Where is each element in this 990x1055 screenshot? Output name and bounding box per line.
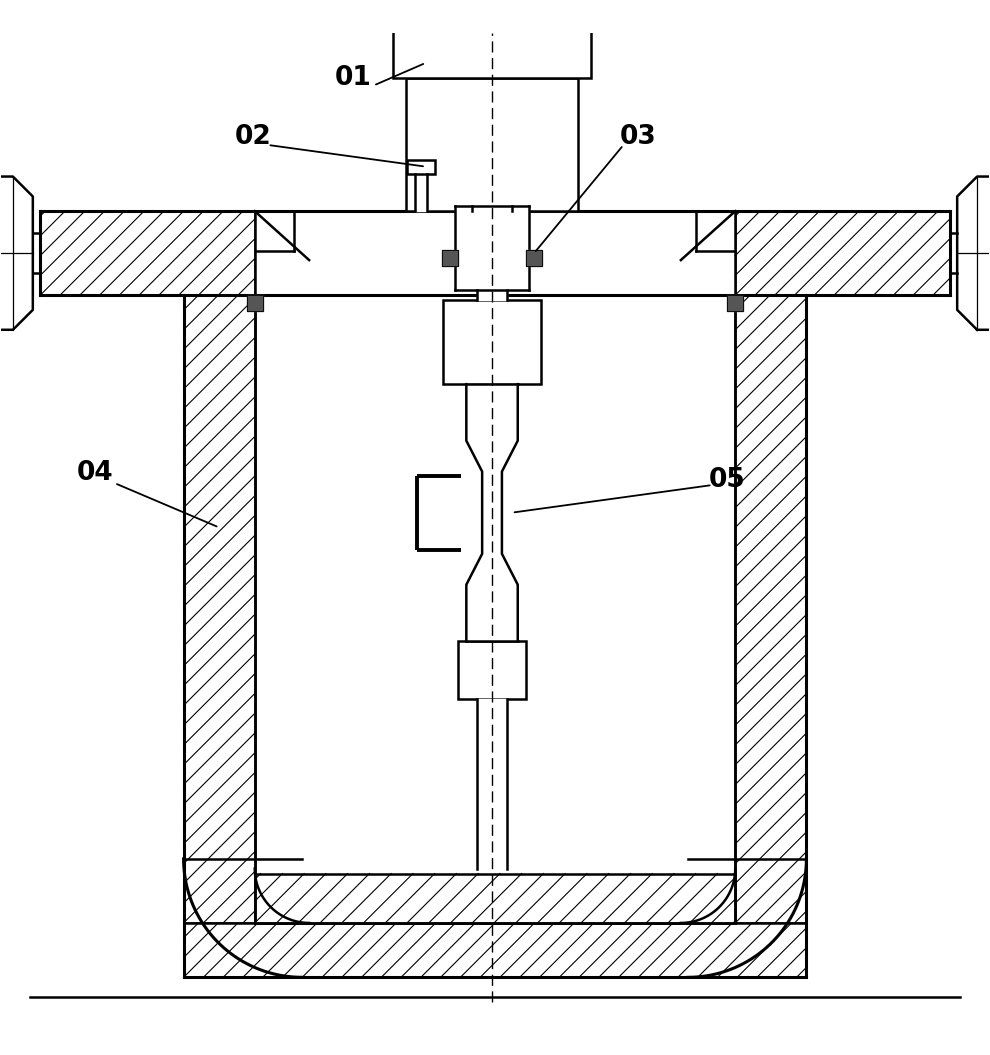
Polygon shape (254, 874, 736, 923)
Polygon shape (406, 78, 578, 211)
Polygon shape (949, 233, 957, 273)
Polygon shape (736, 211, 949, 295)
Polygon shape (477, 698, 507, 868)
Polygon shape (443, 250, 458, 266)
Polygon shape (254, 211, 736, 295)
Polygon shape (406, 78, 578, 211)
Text: 05: 05 (709, 467, 745, 493)
Polygon shape (407, 159, 435, 174)
Polygon shape (443, 300, 542, 384)
Text: 04: 04 (76, 460, 113, 486)
Polygon shape (472, 206, 512, 211)
Polygon shape (526, 250, 542, 266)
Polygon shape (957, 176, 990, 330)
Text: 02: 02 (235, 124, 271, 150)
Polygon shape (183, 923, 807, 977)
Polygon shape (421, 480, 461, 545)
Polygon shape (477, 290, 507, 300)
Polygon shape (393, 18, 591, 78)
Text: 03: 03 (620, 124, 656, 150)
Text: 01: 01 (336, 64, 372, 91)
Polygon shape (254, 295, 736, 923)
Polygon shape (728, 295, 743, 311)
Polygon shape (247, 295, 262, 311)
Polygon shape (458, 641, 526, 698)
Polygon shape (466, 384, 518, 641)
Polygon shape (415, 174, 427, 211)
Polygon shape (33, 233, 41, 273)
Polygon shape (455, 206, 529, 290)
Polygon shape (183, 295, 254, 923)
Polygon shape (0, 176, 33, 330)
Polygon shape (736, 295, 807, 923)
Polygon shape (443, 300, 542, 384)
Polygon shape (41, 211, 254, 295)
Polygon shape (458, 641, 526, 698)
